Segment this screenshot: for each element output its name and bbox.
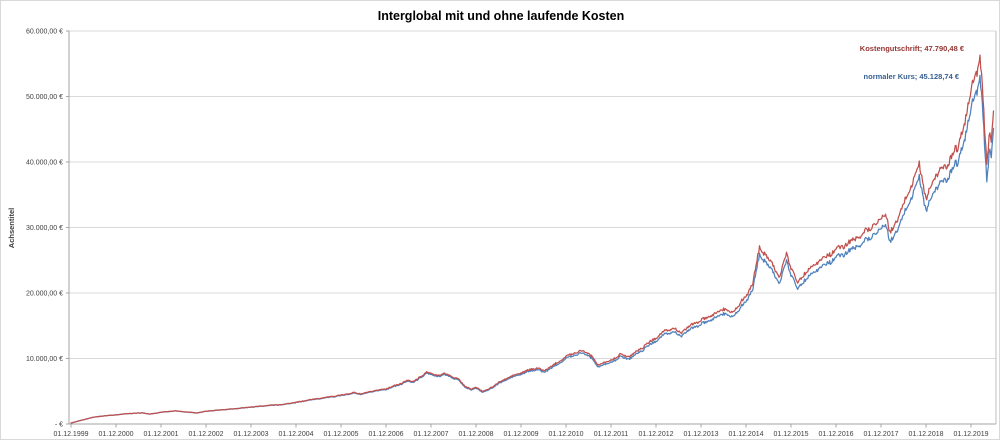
x-tick-label: 01.12.1999 (53, 431, 88, 438)
x-tick-label: 01.12.2000 (98, 431, 133, 438)
x-tick-label: 01.12.2013 (683, 431, 718, 438)
x-tick-label: 01.12.2003 (233, 431, 268, 438)
data-label-normaler-kurs: normaler Kurs; 45.128,74 € (864, 72, 960, 81)
y-tick-label: 10.000,00 € (26, 356, 63, 363)
y-tick-label: 20.000,00 € (26, 291, 63, 298)
data-label-kostengutschrift: Kostengutschrift; 47.790,48 € (860, 44, 965, 53)
y-tick-label: 60.000,00 € (26, 29, 63, 36)
y-tick-label: 40.000,00 € (26, 160, 63, 167)
y-tick-label: - € (55, 422, 63, 429)
y-axis-title: Achsentitel (7, 208, 16, 248)
x-tick-label: 01.12.2005 (323, 431, 358, 438)
x-tick-label: 01.12.2017 (863, 431, 898, 438)
series-line-kostengutschrift (70, 54, 995, 424)
x-tick-label: 01.12.2016 (818, 431, 853, 438)
plot-area: - € 10.000,00 € 20.000,00 € 30.000,00 € 40.0… (26, 29, 997, 438)
x-tick-label: 01.12.2012 (638, 431, 673, 438)
x-tick-label: 01.12.2008 (458, 431, 493, 438)
x-tick-label: 01.12.2018 (908, 431, 943, 438)
x-tick-label: 01.12.2006 (368, 431, 403, 438)
y-tick-label: 50.000,00 € (26, 94, 63, 101)
x-tick-label: 01.12.2001 (143, 431, 178, 438)
x-tick-label: 01.12.2007 (413, 431, 448, 438)
chart-title: Interglobal mit und ohne laufende Kosten (378, 9, 625, 23)
x-tick-label: 01.12.2010 (548, 431, 583, 438)
x-tick-label: 01.12.2004 (278, 431, 313, 438)
x-tick-label: 01.12.2014 (728, 431, 763, 438)
y-tick-label: 30.000,00 € (26, 225, 63, 232)
x-tick-label: 01.12.2011 (594, 431, 629, 438)
x-tick-label: 01.12.2019 (953, 431, 988, 438)
x-tick-label: 01.12.2002 (188, 431, 223, 438)
x-tick-label: 01.12.2015 (773, 431, 808, 438)
x-tick-label: 01.12.2009 (503, 431, 538, 438)
series-line-normaler-kurs (70, 74, 995, 424)
